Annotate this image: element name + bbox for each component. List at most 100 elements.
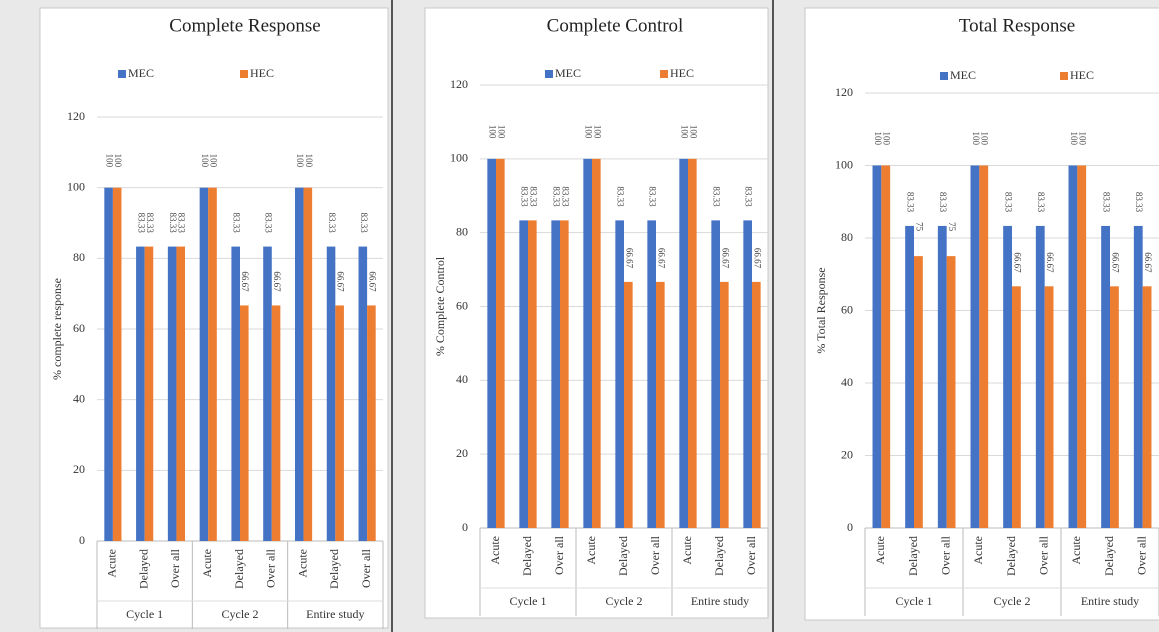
data-label: 66.67 <box>656 248 666 269</box>
y-axis-label: % complete response <box>50 278 64 380</box>
data-label: 83.33 <box>232 213 242 234</box>
bar <box>1101 225 1110 528</box>
x-tick-label: Over all <box>552 535 566 575</box>
y-tick-label: 0 <box>847 520 853 534</box>
y-tick-label: 80 <box>456 224 468 238</box>
bar <box>1003 225 1012 528</box>
legend-swatch <box>1060 72 1068 80</box>
data-label: 83.33 <box>1102 192 1112 213</box>
data-label: 83.33 <box>168 213 178 234</box>
bar <box>271 305 281 541</box>
x-tick-label: Over all <box>264 548 278 588</box>
data-label: 66.67 <box>272 271 282 292</box>
data-label: 83.33 <box>1036 192 1046 213</box>
data-label: 83.33 <box>177 213 187 234</box>
legend-label: HEC <box>1070 68 1094 82</box>
y-tick-label: 60 <box>456 298 468 312</box>
legend-swatch <box>240 70 248 78</box>
group-label: Cycle 2 <box>606 594 643 608</box>
data-label: 100 <box>882 132 892 146</box>
data-label: 83.33 <box>906 192 916 213</box>
legend-swatch <box>660 70 668 78</box>
bar <box>1068 165 1078 528</box>
y-tick-label: 120 <box>450 77 468 91</box>
data-label: 100 <box>680 125 690 139</box>
bar <box>1044 286 1054 528</box>
x-tick-label: Delayed <box>1102 536 1116 576</box>
bar <box>528 220 537 528</box>
group-label: Entire study <box>306 607 364 621</box>
data-label: 66.67 <box>1143 252 1153 273</box>
bar <box>743 220 752 528</box>
data-label: 83.33 <box>263 213 273 234</box>
bar <box>367 305 376 541</box>
data-label: 66.67 <box>336 271 346 292</box>
bar <box>294 187 304 541</box>
data-label: 83.33 <box>648 186 658 207</box>
data-label: 100 <box>105 154 115 168</box>
bar <box>144 246 154 542</box>
group-label: Entire study <box>691 594 749 608</box>
bar <box>208 187 217 541</box>
data-label: 83.33 <box>136 213 146 234</box>
bar <box>1012 286 1021 528</box>
y-tick-label: 100 <box>835 157 853 171</box>
x-tick-label: Acute <box>200 549 214 578</box>
x-tick-label: Over all <box>1134 535 1148 575</box>
y-axis-label: % Complete Control <box>433 256 447 356</box>
bar <box>979 165 989 528</box>
data-label: 100 <box>688 125 698 139</box>
data-label: 100 <box>304 154 314 168</box>
x-tick-label: Delayed <box>136 549 150 589</box>
bar <box>358 246 368 542</box>
bar <box>240 305 249 541</box>
data-label: 83.33 <box>712 186 722 207</box>
x-tick-label: Acute <box>873 536 887 565</box>
data-label: 100 <box>873 132 883 146</box>
bar <box>199 187 209 541</box>
bar <box>263 246 272 542</box>
data-label: 100 <box>113 154 123 168</box>
data-label: 100 <box>488 125 498 139</box>
legend-swatch <box>545 70 553 78</box>
data-label: 100 <box>208 154 218 168</box>
data-label: 100 <box>971 132 981 146</box>
chart-title: Complete Control <box>547 15 684 36</box>
bar <box>752 281 761 528</box>
bar <box>624 281 633 528</box>
legend-label: MEC <box>950 68 976 82</box>
group-label: Cycle 2 <box>994 594 1031 608</box>
y-axis-label: % Total Response <box>814 267 828 353</box>
bar <box>1035 225 1045 528</box>
y-tick-label: 120 <box>835 85 853 99</box>
x-tick-label: Delayed <box>520 536 534 576</box>
bar <box>711 220 720 528</box>
data-label: 100 <box>980 132 990 146</box>
legend-swatch <box>940 72 948 80</box>
data-label: 100 <box>584 125 594 139</box>
data-label: 100 <box>496 125 506 139</box>
bar <box>176 246 186 542</box>
bar <box>104 187 113 541</box>
data-label: 100 <box>200 154 210 168</box>
bar <box>560 220 569 528</box>
y-tick-label: 20 <box>841 447 853 461</box>
bar <box>647 220 656 528</box>
data-label: 100 <box>295 154 305 168</box>
bar <box>496 158 505 529</box>
y-tick-label: 0 <box>79 533 85 547</box>
data-label: 83.33 <box>1134 192 1144 213</box>
x-tick-label: Acute <box>105 549 119 578</box>
data-label: 75 <box>914 222 924 232</box>
group-label: Cycle 1 <box>126 607 163 621</box>
y-tick-label: 40 <box>456 372 468 386</box>
data-label: 100 <box>592 125 602 139</box>
data-label: 66.67 <box>367 271 377 292</box>
bar <box>881 165 891 528</box>
x-tick-label: Delayed <box>1004 536 1018 576</box>
x-tick-label: Acute <box>971 536 985 565</box>
x-tick-label: Acute <box>1069 536 1083 565</box>
x-tick-label: Over all <box>359 548 373 588</box>
bar <box>592 158 601 529</box>
bar <box>914 256 923 528</box>
